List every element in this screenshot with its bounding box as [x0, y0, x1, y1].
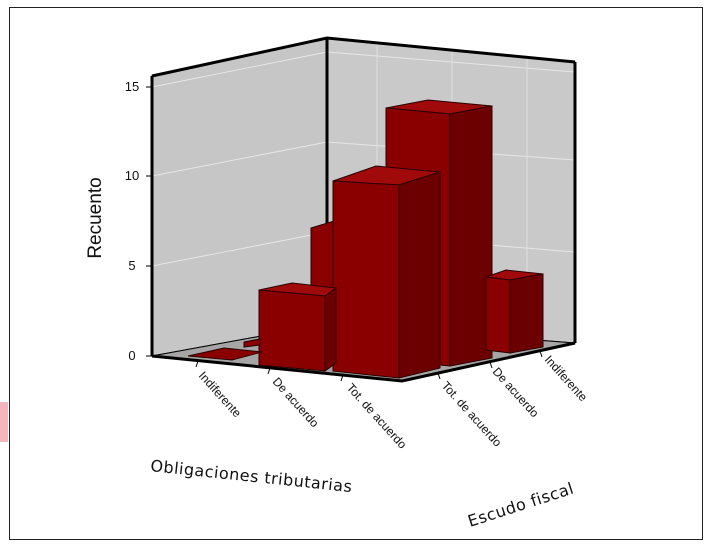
z-category-label: Indiferente [542, 353, 591, 405]
bars [187, 99, 544, 379]
x-axis-title: Obligaciones tributarias [150, 456, 354, 496]
x-category-label: Indiferente [196, 369, 245, 421]
y-axis: 0 5 10 15 [125, 79, 152, 363]
x-ticks [195, 350, 543, 382]
bar-indiferente-flat [187, 338, 263, 361]
bar-totacuerdo-indiferente-front [485, 269, 544, 354]
bar-totacuerdo-totacuerdo [332, 165, 441, 379]
y-tick-label: 10 [125, 168, 139, 183]
y-axis-title: Recuento [85, 177, 106, 258]
bar-deacuerdo-totacuerdo [258, 282, 338, 372]
y-tick-label: 0 [128, 348, 135, 363]
z-category-label: De acuerdo [490, 365, 542, 421]
z-category-label: Tot. de acuerdo [439, 379, 505, 450]
x-category-label: Tot. de acuerdo [344, 381, 410, 452]
x-category-label: De acuerdo [270, 375, 322, 431]
y-tick-label: 15 [125, 79, 139, 94]
y-tick-label: 5 [128, 258, 135, 273]
z-axis-title: Escudo fiscal [465, 479, 576, 531]
edge-mark [0, 402, 8, 442]
